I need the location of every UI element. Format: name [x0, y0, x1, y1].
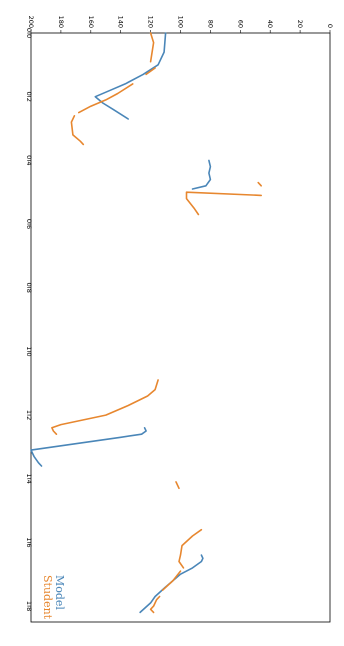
- series-line-segment: [161, 570, 182, 591]
- x-tick-label: 0.8: [25, 283, 33, 293]
- series-line-segment: [191, 159, 212, 190]
- series-model: [30, 32, 212, 614]
- y-tick-label: 140: [117, 16, 125, 28]
- series-line-segment: [30, 427, 147, 467]
- x-tick-label: 0.0: [25, 28, 33, 38]
- axes: [30, 32, 331, 623]
- x-tick-label: 0.2: [25, 92, 33, 102]
- legend-entry-student: Student: [41, 575, 54, 620]
- x-tick-label: 0.4: [25, 155, 33, 165]
- series-line-segment: [257, 181, 262, 187]
- x-tick-label: 1.6: [25, 537, 33, 547]
- series-line-segment: [178, 528, 203, 569]
- series-line-segment: [185, 191, 262, 216]
- y-tick-label: 200: [27, 16, 35, 28]
- x-tick-label: 1.0: [25, 346, 33, 356]
- series-line-segment: [78, 83, 134, 114]
- series-line-segment: [149, 32, 155, 63]
- x-tick-label: 1.8: [25, 601, 33, 611]
- plot-frame: [30, 32, 331, 623]
- series-group: [30, 32, 262, 614]
- series-student: [51, 32, 262, 614]
- y-tick-label: 180: [57, 16, 65, 28]
- y-tick-label: 0: [326, 24, 334, 28]
- series-line-segment: [70, 115, 85, 146]
- y-tick-label: 120: [147, 16, 155, 28]
- y-tick-label: 40: [266, 20, 274, 28]
- series-line-segment: [94, 32, 167, 120]
- y-tick-label: 60: [236, 20, 244, 28]
- y-tick-label: 20: [296, 20, 304, 28]
- x-tick-label: 1.4: [25, 474, 33, 484]
- series-line-segment: [149, 595, 161, 614]
- series-line-segment: [51, 379, 159, 435]
- tick-group: 0.0 0.2 0.4 0.6 0.8 1.0 1.2 1.4 1.6 1.8 0 20 40 60 80 1…: [25, 16, 334, 612]
- series-line-segment: [139, 554, 204, 614]
- series-line-segment: [145, 67, 156, 76]
- series-line-segment: [175, 481, 180, 490]
- legend-entry-model: Model: [53, 575, 66, 610]
- x-tick-label: 0.6: [25, 219, 33, 229]
- x-tick-label: 1.2: [25, 410, 33, 420]
- y-tick-label: 100: [177, 16, 185, 28]
- y-tick-label: 160: [87, 16, 95, 28]
- y-tick-label: 80: [206, 20, 214, 28]
